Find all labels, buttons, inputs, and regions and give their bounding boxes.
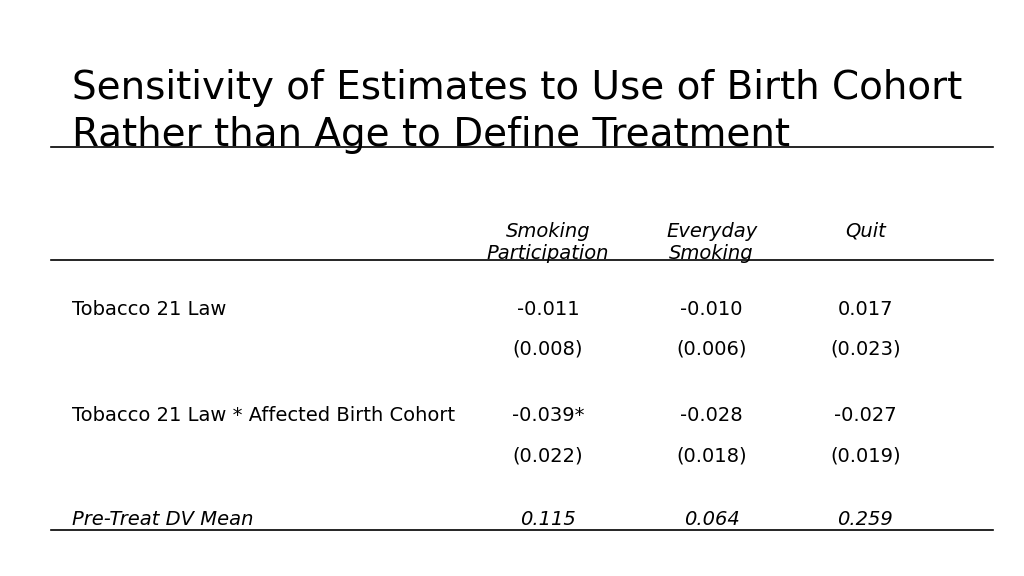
Text: 0.259: 0.259 [838, 510, 893, 529]
Text: Smoking
Participation: Smoking Participation [486, 222, 609, 263]
Text: (0.023): (0.023) [830, 340, 900, 359]
Text: (0.018): (0.018) [677, 446, 746, 465]
Text: Quit: Quit [845, 222, 886, 241]
Text: -0.010: -0.010 [680, 300, 743, 319]
Text: -0.027: -0.027 [834, 406, 897, 425]
Text: Everyday
Smoking: Everyday Smoking [666, 222, 758, 263]
Text: Tobacco 21 Law * Affected Birth Cohort: Tobacco 21 Law * Affected Birth Cohort [72, 406, 455, 425]
Text: -0.039*: -0.039* [512, 406, 584, 425]
Text: Tobacco 21 Law: Tobacco 21 Law [72, 300, 226, 319]
Text: Pre-Treat DV Mean: Pre-Treat DV Mean [72, 510, 253, 529]
Text: 0.064: 0.064 [684, 510, 739, 529]
Text: -0.011: -0.011 [516, 300, 580, 319]
Text: (0.006): (0.006) [677, 340, 746, 359]
Text: 0.017: 0.017 [838, 300, 893, 319]
Text: (0.022): (0.022) [513, 446, 583, 465]
Text: Sensitivity of Estimates to Use of Birth Cohort
Rather than Age to Define Treatm: Sensitivity of Estimates to Use of Birth… [72, 69, 962, 154]
Text: (0.019): (0.019) [830, 446, 900, 465]
Text: 0.115: 0.115 [520, 510, 575, 529]
Text: -0.028: -0.028 [680, 406, 743, 425]
Text: (0.008): (0.008) [513, 340, 583, 359]
